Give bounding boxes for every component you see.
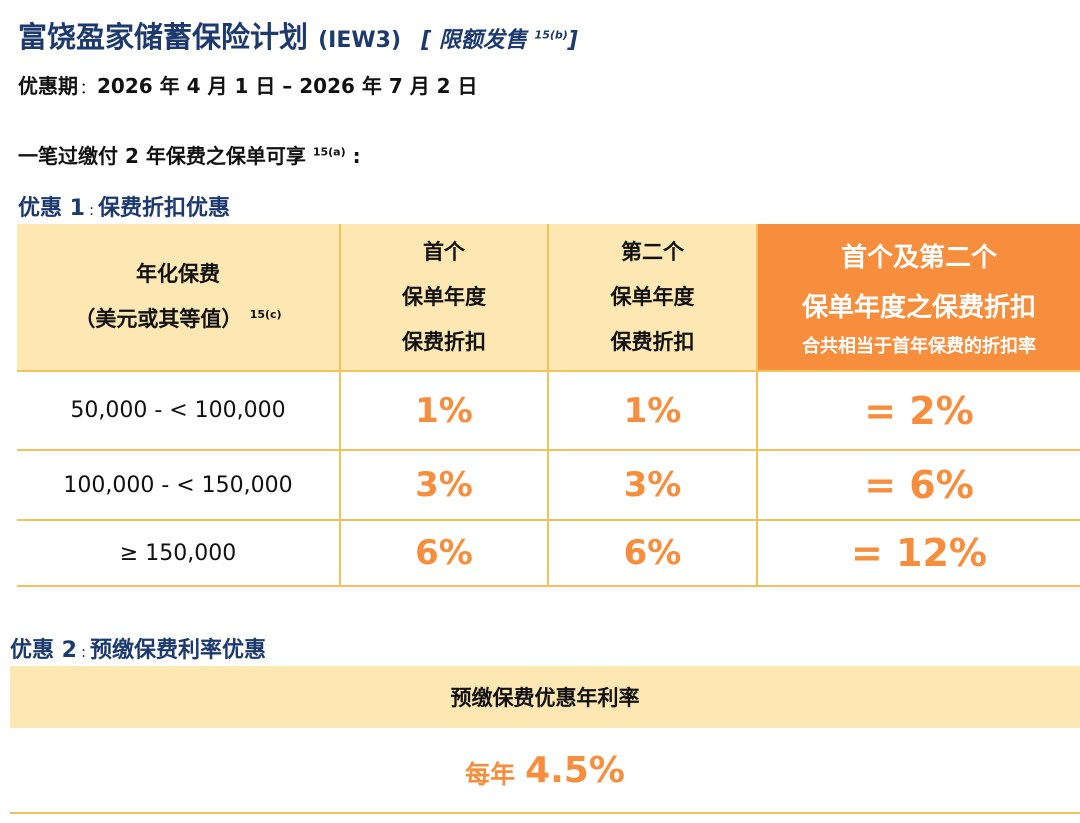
- offer-period-label: 优惠期: [18, 74, 78, 98]
- prepay-rate-value: 每年 4.5%: [10, 728, 1080, 814]
- footnote-ref[interactable]: 15(a): [312, 145, 346, 159]
- first-year-discount: 6%: [340, 519, 549, 587]
- offer1-title: 优惠 1: 保费折扣优惠: [18, 196, 231, 221]
- header-annual-premium: 年化保费 （美元或其等值） 15(c): [17, 224, 341, 371]
- plan-code: (IEW3): [318, 28, 402, 53]
- table-header-row: 年化保费 （美元或其等值） 15(c) 首个 保单年度 保费折扣 第二个 保单年…: [17, 224, 1080, 371]
- offer-period-value: 2026 年 4 月 1 日 – 2026 年 7 月 2 日: [97, 74, 478, 98]
- table-row: 50,000 - < 100,000 1% 1% = 2%: [17, 370, 1080, 450]
- premium-range: ≥ 150,000: [17, 519, 341, 587]
- header-total-discount: 首个及第二个 保单年度之保费折扣 合共相当于首年保费的折扣率: [757, 224, 1080, 371]
- discount-table: 年化保费 （美元或其等值） 15(c) 首个 保单年度 保费折扣 第二个 保单年…: [17, 224, 1080, 587]
- total-discount: = 12%: [756, 519, 1080, 587]
- offer2-title: 优惠 2: 预缴保费利率优惠: [10, 638, 267, 663]
- page-title: 富饶盈家储蓄保险计划 (IEW3) [ 限额发售 15(b)]: [18, 14, 578, 56]
- table-row: 100,000 - < 150,000 3% 3% = 6%: [17, 449, 1080, 520]
- intro-text: 一笔过缴付 2 年保费之保单可享 15(a) :: [18, 144, 361, 168]
- second-year-discount: 1%: [548, 370, 758, 450]
- premium-range: 100,000 - < 150,000: [17, 449, 341, 520]
- footnote-ref[interactable]: 15(c): [249, 308, 282, 321]
- prepay-rate-prefix: 每年: [465, 760, 516, 789]
- total-discount: = 6%: [756, 449, 1080, 520]
- first-year-discount: 3%: [340, 449, 549, 520]
- premium-range: 50,000 - < 100,000: [17, 370, 341, 450]
- footnote-ref[interactable]: 15(b): [534, 28, 568, 42]
- plan-name: 富饶盈家储蓄保险计划: [18, 20, 309, 54]
- second-year-discount: 6%: [548, 519, 758, 587]
- header-first-year-discount: 首个 保单年度 保费折扣: [340, 224, 549, 371]
- limited-tag: [ 限额发售 15(b)]: [421, 28, 578, 53]
- prepay-rate-number: 4.5%: [525, 749, 625, 791]
- total-discount: = 2%: [756, 370, 1080, 450]
- offer-period: 优惠期： 2026 年 4 月 1 日 – 2026 年 7 月 2 日: [18, 74, 478, 98]
- prepay-rate-header: 预缴保费优惠年利率: [10, 666, 1080, 728]
- second-year-discount: 3%: [548, 449, 758, 520]
- table-row: ≥ 150,000 6% 6% = 12%: [17, 519, 1080, 587]
- header-second-year-discount: 第二个 保单年度 保费折扣: [548, 224, 758, 371]
- first-year-discount: 1%: [340, 370, 549, 450]
